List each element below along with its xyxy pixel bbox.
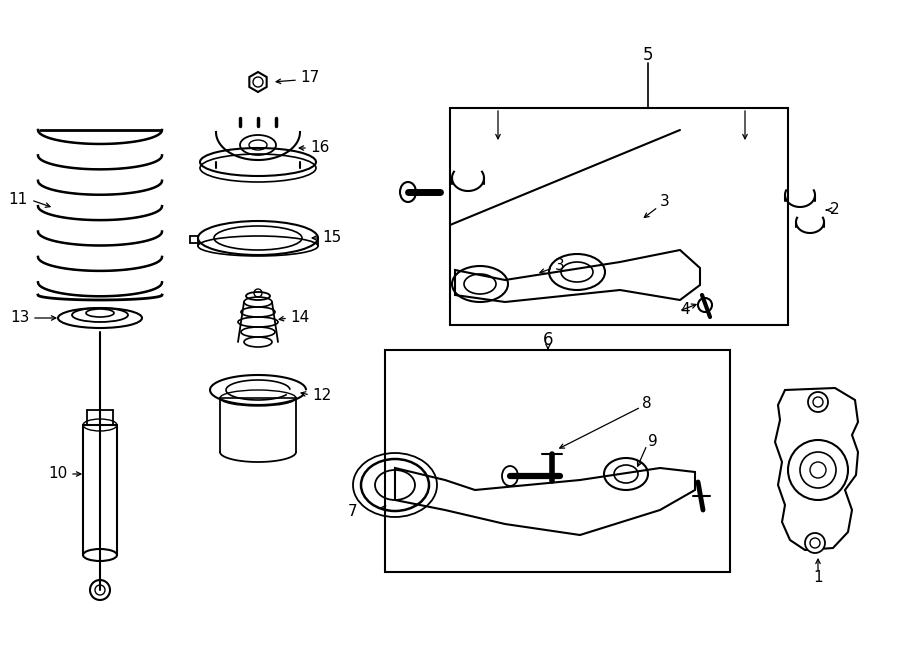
Text: 3: 3 (660, 194, 670, 210)
Text: 12: 12 (312, 387, 331, 403)
Text: 14: 14 (290, 311, 310, 325)
Circle shape (788, 440, 848, 500)
Text: 3: 3 (555, 258, 565, 272)
Text: 11: 11 (9, 192, 28, 208)
Circle shape (800, 452, 836, 488)
Text: 1: 1 (814, 570, 823, 586)
Text: 15: 15 (322, 231, 341, 245)
Text: 8: 8 (642, 395, 652, 410)
Text: 9: 9 (648, 434, 658, 449)
Bar (450, 108, 788, 325)
Text: 16: 16 (310, 141, 329, 155)
Text: 17: 17 (300, 71, 319, 85)
Text: 5: 5 (643, 46, 653, 64)
Text: 7: 7 (347, 504, 357, 520)
Polygon shape (775, 388, 858, 550)
Circle shape (808, 392, 828, 412)
Bar (385, 350, 730, 572)
Text: 13: 13 (11, 311, 30, 325)
Text: 2: 2 (830, 202, 840, 217)
Text: 10: 10 (49, 467, 68, 481)
Circle shape (805, 533, 825, 553)
Text: 6: 6 (543, 331, 553, 349)
Text: 4: 4 (680, 303, 689, 317)
